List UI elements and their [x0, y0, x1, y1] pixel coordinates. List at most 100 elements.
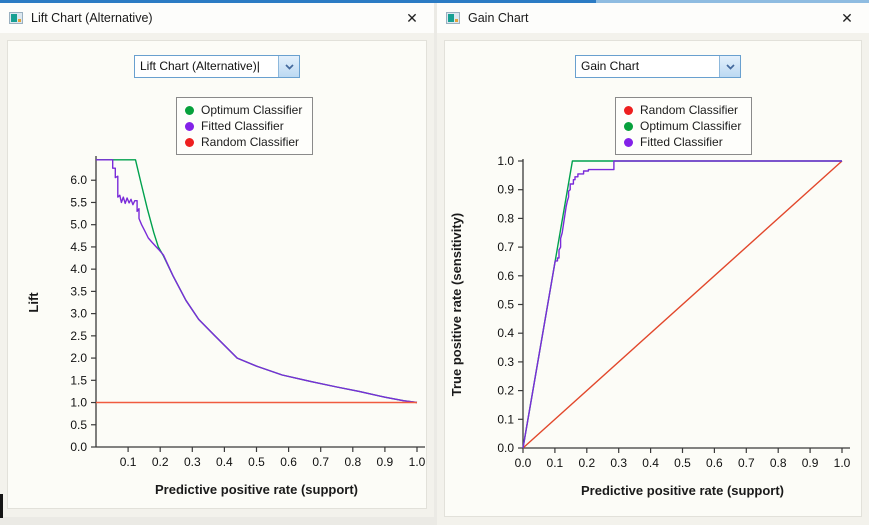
lift-chart: 0.1 0.2 0.3 0.4 0.5 0.6 0.7 0.8 0.9 1.0 0.0 0.5 1.0 1… — [8, 81, 427, 514]
svg-text:0.0: 0.0 — [515, 456, 532, 470]
svg-text:0.2: 0.2 — [497, 384, 514, 398]
svg-text:0.0: 0.0 — [70, 440, 87, 454]
tick-marks — [91, 179, 418, 452]
tick-labels: 0.0 0.1 0.2 0.3 0.4 0.5 0.6 0.7 0.8 0.9 1.0 0.0 0.1 0… — [497, 154, 850, 470]
svg-text:0.5: 0.5 — [248, 455, 265, 469]
svg-text:0.9: 0.9 — [802, 456, 819, 470]
series-fitted-classifier — [96, 159, 418, 404]
chevron-down-icon — [284, 63, 294, 70]
title-bar: Lift Chart (Alternative) ✕ — [0, 3, 434, 33]
svg-text:0.1: 0.1 — [547, 456, 564, 470]
svg-text:0.1: 0.1 — [497, 412, 514, 426]
svg-text:0.8: 0.8 — [770, 456, 787, 470]
svg-text:3.0: 3.0 — [70, 307, 87, 321]
svg-text:0.5: 0.5 — [70, 418, 87, 432]
svg-text:0.9: 0.9 — [377, 455, 394, 469]
legend-label: Optimum Classifier — [640, 119, 742, 133]
legend-label: Optimum Classifier — [201, 103, 303, 117]
legend-marker-icon — [624, 121, 633, 131]
axes — [95, 156, 425, 448]
svg-text:5.5: 5.5 — [70, 195, 87, 209]
svg-text:1.0: 1.0 — [834, 456, 851, 470]
svg-text:0.4: 0.4 — [216, 455, 233, 469]
svg-text:0.6: 0.6 — [497, 269, 514, 283]
svg-text:0.7: 0.7 — [738, 456, 755, 470]
svg-text:0.3: 0.3 — [610, 456, 627, 470]
gain-chart: 0.0 0.1 0.2 0.3 0.4 0.5 0.6 0.7 0.8 0.9 1.0 0.0 0.1 0… — [445, 81, 862, 514]
window-content: Gain Chart Random Classifier Optimum Clas… — [437, 33, 869, 525]
svg-text:0.6: 0.6 — [706, 456, 723, 470]
chart-type-value[interactable]: Lift Chart (Alternative)| — [140, 59, 260, 73]
svg-text:0.0: 0.0 — [497, 441, 514, 455]
series-fitted-classifier — [522, 160, 842, 449]
window-icon — [446, 12, 460, 24]
lift-chart-svg: 0.1 0.2 0.3 0.4 0.5 0.6 0.7 0.8 0.9 1.0 0.0 0.5 1.0 1… — [26, 156, 426, 497]
legend: Random Classifier Optimum Classifier Fitte… — [615, 97, 753, 155]
svg-text:0.5: 0.5 — [497, 298, 514, 312]
svg-text:1.0: 1.0 — [409, 455, 426, 469]
svg-text:6.0: 6.0 — [70, 173, 87, 187]
svg-text:0.8: 0.8 — [497, 211, 514, 225]
window-icon — [9, 12, 23, 24]
lift-chart-window: Lift Chart (Alternative) ✕ Lift Chart (A… — [0, 3, 434, 517]
gain-chart-svg: 0.0 0.1 0.2 0.3 0.4 0.5 0.6 0.7 0.8 0.9 1.0 0.0 0.1 0… — [449, 154, 851, 498]
svg-text:3.5: 3.5 — [70, 284, 87, 298]
legend-item: Optimum Classifier — [185, 102, 302, 118]
legend-marker-icon — [185, 105, 194, 115]
gain-chart-window: Gain Chart ✕ Gain Chart Random Classifie… — [437, 3, 869, 525]
svg-text:0.6: 0.6 — [280, 455, 297, 469]
svg-text:1.5: 1.5 — [70, 373, 87, 387]
chart-panel: Lift Chart (Alternative)| Optimum Classi… — [7, 40, 427, 509]
window-title: Lift Chart (Alternative) — [31, 11, 153, 25]
top-edge-accent-dark — [0, 0, 596, 3]
y-axis-label: Lift — [26, 292, 41, 313]
title-bar: Gain Chart ✕ — [437, 3, 869, 33]
svg-text:4.5: 4.5 — [70, 240, 87, 254]
tick-marks — [518, 160, 843, 453]
legend-item: Fitted Classifier — [624, 134, 741, 150]
svg-text:2.0: 2.0 — [70, 351, 87, 365]
top-edge-accent-light — [596, 0, 869, 3]
combo-dropdown-button[interactable] — [278, 56, 299, 77]
chart-type-select[interactable]: Gain Chart — [575, 55, 741, 78]
legend-item: Fitted Classifier — [185, 118, 302, 134]
svg-text:2.5: 2.5 — [70, 329, 87, 343]
legend: Optimum Classifier Fitted Classifier Rando… — [176, 97, 314, 155]
x-axis-label: Predictive positive rate (support) — [581, 483, 784, 498]
chevron-down-icon — [725, 63, 735, 70]
window-title: Gain Chart — [468, 11, 529, 25]
svg-text:1.0: 1.0 — [70, 396, 87, 410]
chart-type-value[interactable]: Gain Chart — [581, 59, 640, 73]
legend-item: Random Classifier — [624, 102, 741, 118]
legend-label: Random Classifier — [201, 135, 300, 149]
legend-label: Fitted Classifier — [640, 135, 723, 149]
legend-item: Optimum Classifier — [624, 118, 741, 134]
svg-text:4.0: 4.0 — [70, 262, 87, 276]
screen-edge-artifact — [0, 494, 3, 518]
svg-text:0.4: 0.4 — [497, 326, 514, 340]
svg-text:0.8: 0.8 — [344, 455, 361, 469]
svg-text:0.9: 0.9 — [497, 183, 514, 197]
chart-panel: Gain Chart Random Classifier Optimum Clas… — [444, 40, 862, 517]
x-axis-label: Predictive positive rate (support) — [155, 482, 358, 497]
legend-marker-icon — [624, 137, 633, 147]
legend-marker-icon — [624, 105, 633, 115]
close-button[interactable]: ✕ — [406, 9, 418, 26]
legend-marker-icon — [185, 137, 194, 147]
svg-text:0.7: 0.7 — [497, 240, 514, 254]
legend-label: Fitted Classifier — [201, 119, 284, 133]
axes — [522, 159, 850, 449]
svg-text:0.7: 0.7 — [312, 455, 329, 469]
text-caret: | — [256, 59, 260, 73]
svg-text:5.0: 5.0 — [70, 218, 87, 232]
svg-text:0.5: 0.5 — [674, 456, 691, 470]
svg-text:0.3: 0.3 — [497, 355, 514, 369]
svg-text:0.1: 0.1 — [120, 455, 137, 469]
svg-text:0.4: 0.4 — [642, 456, 659, 470]
tick-labels: 0.1 0.2 0.3 0.4 0.5 0.6 0.7 0.8 0.9 1.0 0.0 0.5 1.0 1… — [70, 173, 425, 469]
chart-type-select[interactable]: Lift Chart (Alternative)| — [134, 55, 300, 78]
y-axis-label: True positive rate (sensitivity) — [449, 213, 464, 397]
svg-text:0.2: 0.2 — [578, 456, 595, 470]
combo-dropdown-button[interactable] — [719, 56, 740, 77]
close-button[interactable]: ✕ — [841, 9, 853, 26]
